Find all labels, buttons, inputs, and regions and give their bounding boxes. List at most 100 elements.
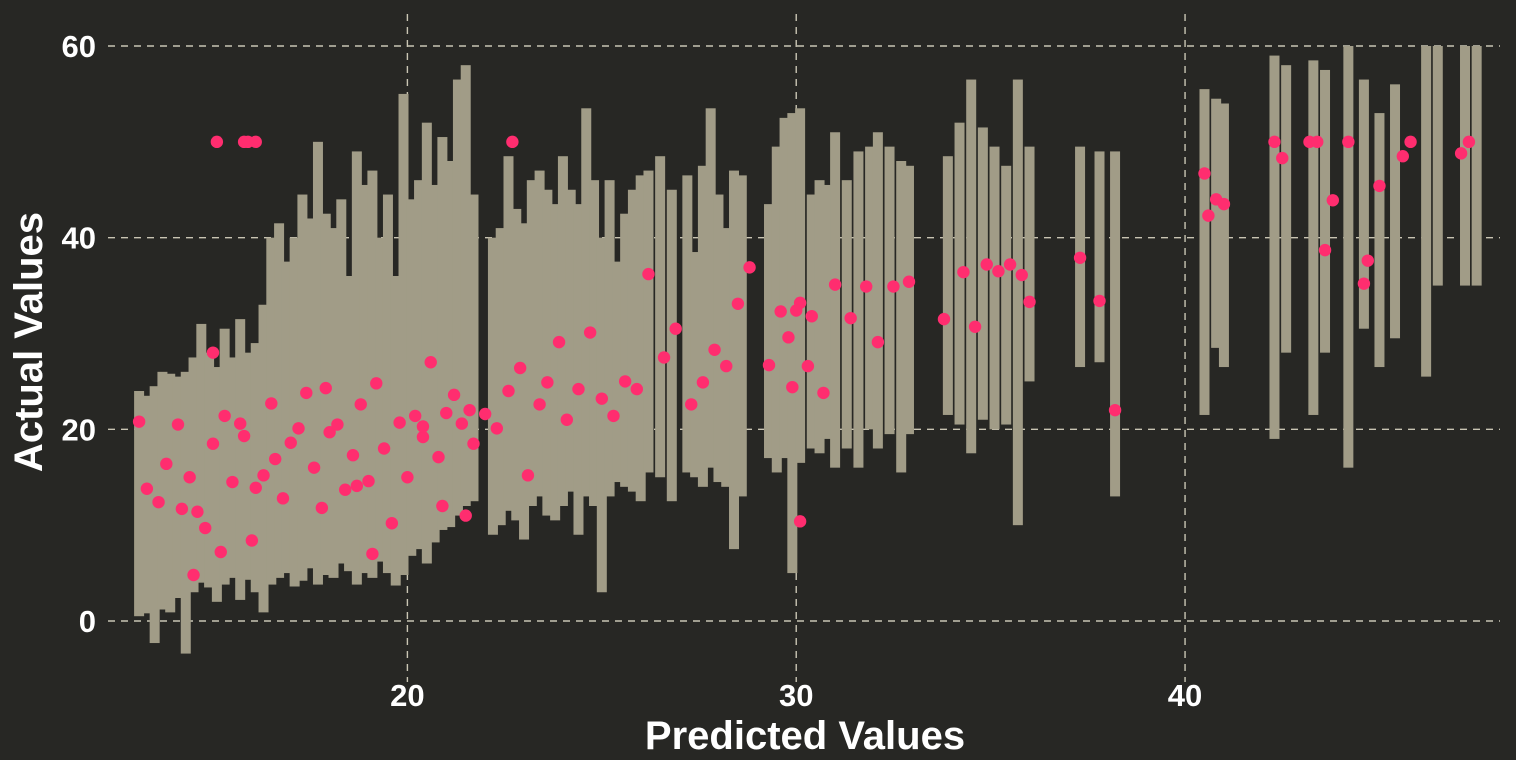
data-point bbox=[448, 389, 460, 401]
data-point bbox=[1276, 152, 1288, 164]
data-point bbox=[351, 480, 363, 492]
data-point bbox=[596, 392, 608, 404]
data-point bbox=[790, 304, 802, 316]
data-point bbox=[491, 422, 503, 434]
data-point bbox=[417, 431, 429, 443]
data-point bbox=[720, 360, 732, 372]
data-point bbox=[957, 266, 969, 278]
data-point bbox=[669, 323, 681, 335]
interval-bar bbox=[1460, 46, 1470, 286]
data-point bbox=[1463, 136, 1475, 148]
data-point bbox=[316, 502, 328, 514]
data-point bbox=[440, 407, 452, 419]
data-point bbox=[1342, 136, 1354, 148]
x-tick-label: 30 bbox=[779, 678, 813, 713]
data-point bbox=[553, 336, 565, 348]
y-tick-label: 60 bbox=[62, 29, 96, 64]
data-point bbox=[409, 410, 421, 422]
data-point bbox=[1397, 150, 1409, 162]
interval-bar bbox=[1320, 70, 1330, 353]
data-point bbox=[320, 382, 332, 394]
data-point bbox=[191, 506, 203, 518]
data-point bbox=[782, 331, 794, 343]
data-point bbox=[829, 278, 841, 290]
data-point bbox=[561, 414, 573, 426]
data-point bbox=[1404, 136, 1416, 148]
interval-bar bbox=[1281, 65, 1291, 353]
data-point bbox=[479, 408, 491, 420]
data-point bbox=[1074, 252, 1086, 264]
data-point bbox=[160, 458, 172, 470]
data-point bbox=[992, 265, 1004, 277]
data-point bbox=[292, 422, 304, 434]
data-point bbox=[522, 469, 534, 481]
data-point bbox=[584, 326, 596, 338]
interval-bar bbox=[1390, 84, 1400, 338]
data-point bbox=[794, 515, 806, 527]
data-point bbox=[463, 404, 475, 416]
y-tick-label: 0 bbox=[79, 604, 96, 639]
interval-bar bbox=[1421, 46, 1431, 377]
data-point bbox=[1093, 295, 1105, 307]
data-point bbox=[277, 492, 289, 504]
data-point bbox=[199, 522, 211, 534]
y-tick-label: 20 bbox=[62, 412, 96, 447]
data-point bbox=[215, 546, 227, 558]
data-point bbox=[1198, 167, 1210, 179]
y-axis-title: Actual Values bbox=[7, 212, 51, 472]
data-point bbox=[265, 397, 277, 409]
data-point bbox=[133, 415, 145, 427]
interval-bar bbox=[1343, 46, 1353, 468]
data-point bbox=[572, 383, 584, 395]
interval-bar bbox=[1359, 80, 1369, 329]
interval-bar bbox=[904, 166, 914, 434]
data-point bbox=[844, 312, 856, 324]
interval-bar bbox=[830, 132, 840, 467]
interval-bar bbox=[1374, 113, 1384, 367]
data-point bbox=[938, 313, 950, 325]
interval-bar bbox=[1013, 80, 1023, 526]
data-point bbox=[969, 321, 981, 333]
data-point bbox=[1311, 136, 1323, 148]
data-point bbox=[226, 476, 238, 488]
x-tick-label: 20 bbox=[390, 678, 424, 713]
data-point bbox=[425, 356, 437, 368]
data-point bbox=[903, 276, 915, 288]
data-point bbox=[502, 385, 514, 397]
data-point bbox=[417, 420, 429, 432]
interval-bar bbox=[655, 156, 665, 477]
data-point bbox=[1319, 244, 1331, 256]
data-point bbox=[183, 471, 195, 483]
data-point bbox=[619, 375, 631, 387]
data-point bbox=[607, 410, 619, 422]
x-tick-label: 40 bbox=[1168, 678, 1202, 713]
data-point bbox=[436, 500, 448, 512]
data-point bbox=[860, 280, 872, 292]
interval-bar bbox=[1308, 60, 1318, 415]
interval-bar bbox=[468, 195, 478, 502]
data-point bbox=[1202, 209, 1214, 221]
data-point bbox=[207, 438, 219, 450]
data-point bbox=[355, 398, 367, 410]
data-point bbox=[152, 496, 164, 508]
interval-bar bbox=[795, 108, 805, 463]
data-point bbox=[187, 569, 199, 581]
interval-bar bbox=[1095, 151, 1105, 362]
data-point bbox=[339, 484, 351, 496]
interval-bar bbox=[1472, 46, 1482, 286]
data-point bbox=[1004, 258, 1016, 270]
data-point bbox=[460, 509, 472, 521]
data-point bbox=[172, 418, 184, 430]
data-point bbox=[285, 437, 297, 449]
data-point bbox=[207, 346, 219, 358]
data-point bbox=[456, 417, 468, 429]
interval-bar bbox=[990, 147, 1000, 430]
data-point bbox=[685, 398, 697, 410]
data-point bbox=[1023, 296, 1035, 308]
data-point bbox=[308, 461, 320, 473]
data-point bbox=[697, 376, 709, 388]
interval-bar bbox=[1219, 104, 1229, 368]
interval-bar bbox=[1199, 89, 1209, 415]
interval-bar bbox=[737, 175, 747, 496]
